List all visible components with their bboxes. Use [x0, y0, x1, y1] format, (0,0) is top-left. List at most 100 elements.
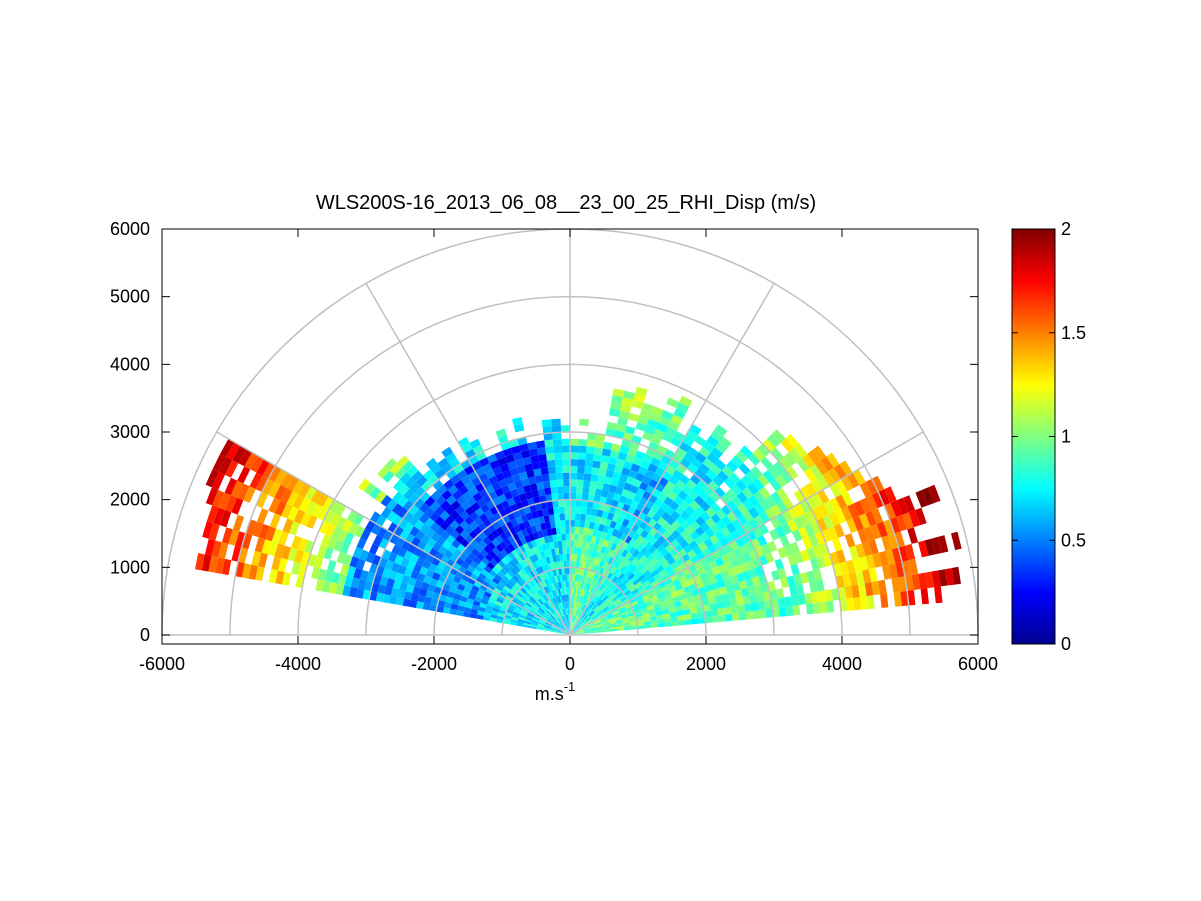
heatmap-cell — [529, 570, 536, 578]
heatmap-cell — [626, 521, 635, 530]
heatmap-cell — [632, 549, 640, 558]
heatmap-cell — [511, 541, 519, 550]
heatmap-cell — [299, 512, 312, 527]
heatmap-cell — [846, 472, 860, 489]
heatmap-cell — [586, 535, 593, 543]
heatmap-cell — [675, 515, 686, 525]
heatmap-cell — [525, 512, 534, 521]
colorbar — [1011, 228, 1056, 645]
heatmap-cell — [491, 481, 501, 491]
heatmap-cell — [609, 583, 616, 591]
heatmap-cell — [550, 606, 556, 613]
heatmap-cell — [586, 608, 592, 615]
heatmap-cell — [742, 595, 751, 605]
heatmap-cell — [356, 537, 367, 550]
heatmap-cell — [716, 601, 724, 610]
heatmap-cell — [571, 614, 574, 622]
heatmap-cell — [567, 621, 570, 629]
heatmap-cell — [542, 480, 551, 489]
heatmap-cell — [405, 584, 415, 593]
heatmap-cell — [845, 559, 856, 574]
heatmap-cell — [593, 453, 602, 462]
heatmap-cell — [791, 595, 800, 606]
heatmap-cell — [592, 557, 598, 566]
heatmap-cell — [534, 502, 542, 511]
x-tick-label: 0 — [565, 654, 575, 674]
heatmap-cell — [572, 580, 575, 588]
heatmap-cell — [602, 525, 610, 534]
heatmap-cell — [597, 611, 605, 617]
heatmap-cell — [578, 595, 583, 603]
heatmap-cell — [570, 452, 578, 460]
heatmap-cell — [765, 608, 774, 618]
heatmap-cell — [516, 465, 526, 474]
heatmap-cell — [817, 590, 827, 603]
heatmap-cell — [575, 602, 579, 609]
heatmap-cell — [908, 510, 921, 528]
heatmap-cell — [271, 528, 283, 544]
heatmap-cell — [651, 406, 664, 417]
heatmap-cell — [853, 597, 862, 611]
heatmap-cell — [637, 622, 645, 627]
heatmap-cell — [499, 463, 510, 473]
heatmap-cell — [560, 609, 564, 616]
heatmap-cell — [561, 445, 570, 453]
heatmap-cell — [625, 454, 636, 464]
heatmap-cell — [817, 503, 829, 518]
heatmap-cell — [918, 540, 929, 558]
heatmap-cell — [747, 586, 756, 596]
heatmap-cell — [570, 506, 576, 514]
heatmap-cell — [595, 607, 602, 614]
heatmap-cell — [491, 566, 500, 575]
heatmap-cell — [281, 503, 293, 519]
heatmap-cell — [513, 524, 522, 533]
heatmap-cell — [349, 586, 358, 598]
heatmap-cell — [649, 412, 662, 423]
heatmap-cell — [340, 541, 351, 554]
heatmap-cell — [436, 605, 444, 613]
heatmap-cell — [582, 582, 587, 590]
heatmap-cell — [578, 618, 584, 625]
heatmap-cell — [665, 598, 674, 605]
heatmap-cell — [700, 511, 711, 522]
heatmap-cell — [608, 456, 618, 466]
heatmap-cell — [616, 516, 625, 525]
heatmap-cell — [674, 583, 684, 591]
heatmap-cell — [829, 497, 842, 512]
heatmap-cell — [642, 569, 651, 578]
heatmap-cell — [732, 582, 741, 592]
heatmap-cell — [627, 611, 635, 617]
heatmap-cell — [560, 560, 565, 568]
heatmap-cell — [399, 582, 408, 592]
heatmap-cell — [538, 453, 547, 462]
heatmap-cell — [484, 553, 494, 562]
heatmap-cell — [590, 571, 596, 579]
heatmap-cell — [640, 577, 648, 585]
heatmap-cell — [543, 628, 551, 631]
heatmap-cell — [704, 527, 715, 538]
heatmap-cell — [513, 423, 525, 433]
heatmap-cell — [507, 580, 515, 588]
heatmap-cell — [646, 587, 655, 595]
heatmap-cell — [546, 600, 552, 608]
heatmap-cell — [644, 597, 652, 604]
heatmap-cell — [567, 621, 569, 629]
heatmap-cell — [588, 623, 596, 628]
heatmap-cell — [576, 581, 580, 589]
heatmap-cell — [666, 581, 675, 590]
heatmap-cell — [888, 563, 899, 579]
heatmap-cell — [580, 589, 585, 597]
heatmap-cell — [539, 551, 546, 559]
heatmap-cell — [589, 542, 595, 550]
colorbar-label: 1.5 — [1061, 323, 1086, 343]
heatmap-cell — [544, 564, 550, 572]
heatmap-cell — [574, 615, 578, 623]
heatmap-cell — [703, 538, 714, 548]
heatmap-cell — [617, 547, 625, 556]
heatmap-cell — [458, 485, 469, 496]
heatmap-cell — [201, 554, 212, 572]
heatmap-cell — [620, 596, 628, 603]
heatmap-cell — [656, 444, 668, 455]
heatmap-cell — [751, 538, 761, 550]
heatmap-cell — [435, 495, 446, 506]
